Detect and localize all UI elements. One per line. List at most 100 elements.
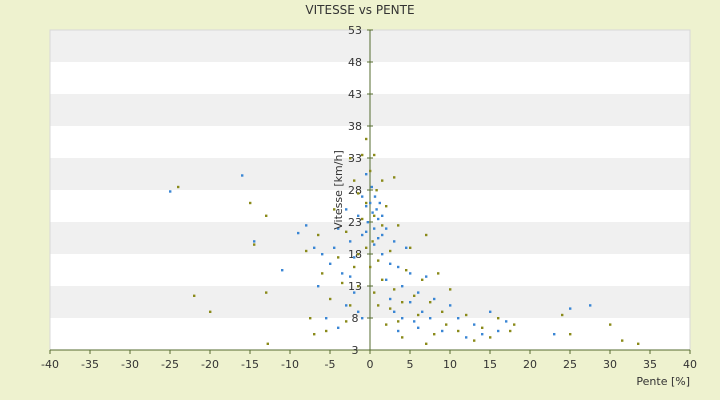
data-point <box>405 246 408 249</box>
data-point <box>333 208 336 211</box>
x-tick-label: 10 <box>443 358 457 371</box>
x-tick-label: -10 <box>281 358 299 371</box>
data-point <box>337 227 340 230</box>
data-point <box>353 291 356 294</box>
data-point <box>357 310 360 313</box>
x-tick-label: 25 <box>563 358 577 371</box>
data-point <box>337 256 340 259</box>
data-point <box>209 310 212 313</box>
data-point <box>365 173 368 176</box>
y-tick-label: 33 <box>348 152 362 165</box>
data-point <box>313 333 316 336</box>
data-point <box>445 323 448 326</box>
data-point <box>609 323 612 326</box>
data-point <box>325 329 328 333</box>
data-point <box>553 333 556 336</box>
data-point <box>373 153 376 157</box>
data-point <box>353 179 356 182</box>
data-point <box>169 190 172 193</box>
data-point <box>193 294 196 297</box>
data-point <box>409 246 412 249</box>
data-point <box>341 272 344 275</box>
x-tick-label: -5 <box>325 358 336 371</box>
data-point <box>313 246 316 249</box>
data-point <box>389 249 392 253</box>
data-points <box>169 137 640 345</box>
data-point <box>409 301 412 304</box>
data-point <box>349 240 352 243</box>
data-point <box>369 201 372 205</box>
data-point <box>381 179 384 182</box>
data-point <box>433 333 436 336</box>
y-tick-label: 3 <box>352 344 359 357</box>
data-point <box>177 185 180 189</box>
data-point <box>569 333 572 336</box>
axes <box>49 29 691 354</box>
data-point <box>389 262 392 265</box>
x-tick-label: 0 <box>367 358 374 371</box>
data-point <box>401 336 404 339</box>
data-point <box>377 217 380 221</box>
data-point <box>375 189 378 192</box>
data-point <box>429 301 432 304</box>
data-point <box>366 221 369 224</box>
data-point <box>349 304 352 307</box>
x-tick-label: -15 <box>241 358 259 371</box>
data-point <box>481 333 484 336</box>
data-point <box>637 342 640 345</box>
data-point <box>345 230 348 233</box>
data-point <box>397 329 400 333</box>
data-point <box>321 272 324 275</box>
data-point <box>437 272 440 275</box>
data-point <box>369 265 372 269</box>
data-point <box>353 256 356 259</box>
data-point <box>377 237 380 240</box>
x-tick-label: 20 <box>523 358 537 371</box>
data-point <box>441 310 444 313</box>
data-point <box>465 313 468 317</box>
data-point <box>417 326 420 329</box>
data-point <box>365 205 368 208</box>
x-tick-label: -35 <box>81 358 99 371</box>
data-point <box>381 214 384 217</box>
data-point <box>401 285 404 288</box>
data-point <box>381 253 384 256</box>
data-point <box>417 291 420 294</box>
data-point <box>321 253 324 256</box>
data-point <box>361 195 364 198</box>
data-point <box>385 323 388 326</box>
data-point <box>417 313 420 317</box>
y-tick-label: 48 <box>348 56 362 69</box>
data-point <box>281 269 284 272</box>
data-point <box>421 310 424 313</box>
data-point <box>357 285 360 288</box>
data-point <box>345 320 348 323</box>
data-point <box>305 249 308 253</box>
data-point <box>381 233 384 237</box>
data-point <box>425 233 428 237</box>
data-point <box>429 317 432 320</box>
data-point <box>405 269 408 272</box>
data-point <box>345 304 348 307</box>
data-point <box>497 317 500 320</box>
data-point <box>457 317 460 320</box>
data-point <box>413 294 416 297</box>
data-point <box>433 297 436 301</box>
data-point <box>449 288 452 291</box>
data-point <box>381 224 384 227</box>
data-point <box>317 285 320 288</box>
data-point <box>465 336 468 339</box>
data-point <box>329 297 332 301</box>
x-tick-label: 30 <box>603 358 617 371</box>
data-point <box>253 243 256 246</box>
data-point <box>241 174 244 177</box>
data-point <box>393 176 396 179</box>
x-tick-label: -20 <box>201 358 219 371</box>
data-point <box>253 240 256 243</box>
data-point <box>397 265 400 269</box>
data-point <box>505 320 508 323</box>
data-point <box>449 304 452 307</box>
data-point <box>371 211 374 214</box>
data-point <box>373 227 376 230</box>
